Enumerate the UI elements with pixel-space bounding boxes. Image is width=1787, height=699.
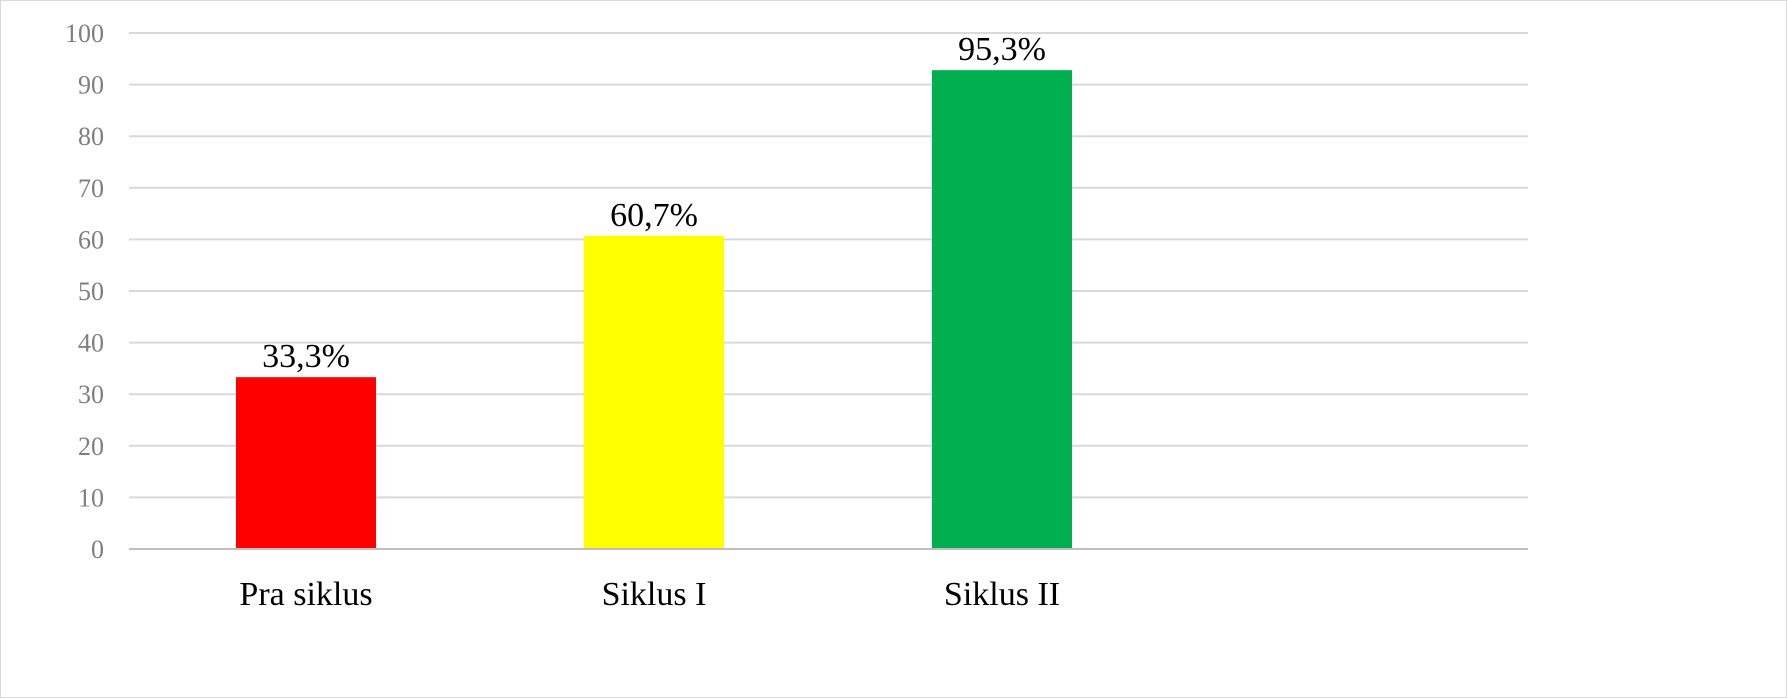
bar-siklus-ii xyxy=(932,70,1072,549)
y-tick-label-80: 80 xyxy=(78,122,104,151)
category-label-pra-siklus: Pra siklus xyxy=(239,576,372,613)
y-tick-label-100: 100 xyxy=(65,19,104,48)
y-tick-label-60: 60 xyxy=(78,225,104,254)
data-labels: 33,3% 60,7% 95,3% xyxy=(262,31,1046,375)
y-axis-tick-labels: 0 10 20 30 40 50 60 70 80 90 100 xyxy=(65,19,104,564)
y-tick-label-10: 10 xyxy=(78,483,104,512)
bar-siklus-i xyxy=(584,235,724,549)
data-label-pra-siklus: 33,3% xyxy=(262,338,350,375)
data-label-siklus-ii: 95,3% xyxy=(958,31,1046,68)
data-label-siklus-i: 60,7% xyxy=(610,197,698,234)
y-tick-label-30: 30 xyxy=(78,380,104,409)
bar-pra-siklus xyxy=(236,377,376,549)
bars xyxy=(236,70,1072,549)
y-tick-label-50: 50 xyxy=(78,277,104,306)
y-tick-label-90: 90 xyxy=(78,71,104,100)
category-label-siklus-ii: Siklus II xyxy=(944,576,1060,613)
category-labels: Pra siklus Siklus I Siklus II xyxy=(239,576,1060,613)
y-tick-label-40: 40 xyxy=(78,329,104,358)
category-label-siklus-i: Siklus I xyxy=(602,576,707,613)
y-tick-label-70: 70 xyxy=(78,174,104,203)
y-tick-label-0: 0 xyxy=(91,535,104,564)
y-tick-label-20: 20 xyxy=(78,432,104,461)
